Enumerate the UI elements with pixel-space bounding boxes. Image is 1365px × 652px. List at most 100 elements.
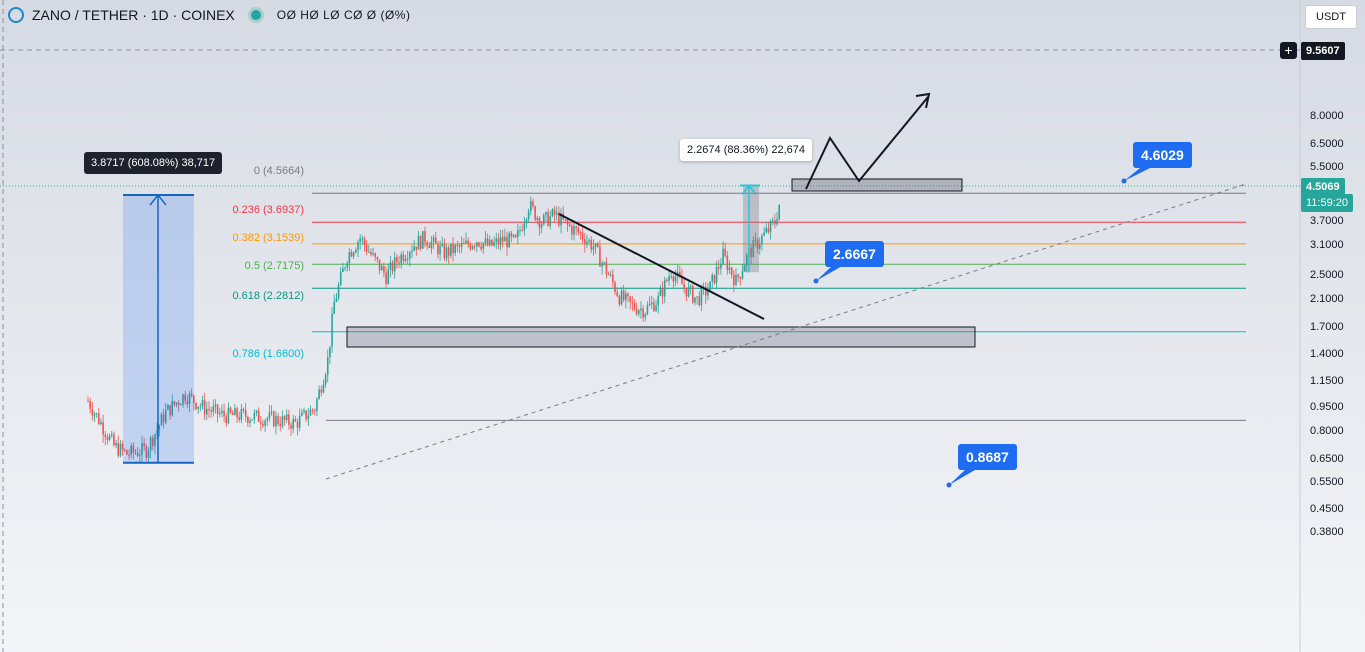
candle-body: [629, 296, 631, 302]
candle-body: [698, 296, 701, 306]
candle-body: [238, 417, 240, 420]
candle-body: [635, 309, 638, 315]
candle-body: [363, 238, 366, 245]
price-tick-label: 5.5000: [1310, 160, 1344, 173]
price-tick-label: 1.1500: [1310, 374, 1344, 387]
add-plus-icon[interactable]: +: [1280, 42, 1297, 59]
currency-button[interactable]: USDT: [1305, 5, 1357, 29]
candle-body: [355, 250, 357, 253]
candle-body: [130, 445, 132, 455]
candle-body: [348, 251, 351, 263]
candle-body: [285, 414, 288, 420]
candle-body: [288, 414, 290, 425]
candle-body: [357, 242, 359, 251]
candle-body: [426, 242, 428, 246]
candle-body: [653, 302, 655, 311]
candle-body: [458, 245, 461, 247]
candle-body: [242, 408, 245, 411]
candle-body: [579, 232, 582, 234]
candle-body: [445, 247, 448, 259]
candle-body: [316, 398, 318, 412]
callout-pointer: [1124, 168, 1150, 181]
candle-body: [631, 301, 634, 304]
candle-body: [350, 251, 353, 257]
candle-body: [406, 258, 409, 260]
price-tick-label: 0.5500: [1310, 475, 1344, 488]
measure-arrowhead-right: [741, 184, 757, 195]
candle-body: [478, 242, 480, 247]
candle-body: [346, 262, 348, 268]
candle-body: [644, 313, 647, 318]
candle-body: [542, 214, 545, 225]
candle-body: [679, 271, 681, 277]
callout-2-6667[interactable]: 2.6667: [825, 241, 884, 267]
candle-body: [633, 303, 636, 310]
candle-body: [411, 250, 413, 253]
candle-body: [728, 267, 731, 270]
candle-body: [743, 265, 746, 272]
candle-body: [380, 266, 383, 271]
candle-body: [750, 248, 752, 258]
candle-body: [432, 237, 435, 242]
candle-body: [577, 227, 580, 233]
candle-body: [722, 248, 724, 265]
market-status-icon: [250, 10, 261, 20]
candle-body: [314, 410, 316, 412]
candle-body: [681, 276, 683, 285]
candle-body: [439, 245, 441, 255]
fib-level-label-05: 0.5 (2.7175): [244, 260, 304, 272]
symbol-title[interactable]: ZANO / TETHER · 1D · COINEX: [32, 7, 235, 23]
candle-body: [218, 412, 221, 414]
candle-body: [264, 420, 266, 426]
candle-body: [566, 219, 569, 225]
candle-body: [260, 421, 262, 424]
candle-body: [359, 238, 361, 243]
candle-body: [452, 243, 454, 254]
candle-body: [480, 246, 482, 249]
candle-body: [318, 389, 320, 399]
projection-arrowhead: [915, 92, 931, 109]
candle-body: [501, 236, 504, 242]
candle-body: [134, 452, 137, 454]
candle-body: [253, 412, 256, 420]
candle-body: [149, 437, 152, 451]
ohlc-values: OØ HØ LØ CØ Ø (Ø%): [276, 8, 411, 22]
price-tick-label: 1.7000: [1310, 321, 1344, 334]
candle-body: [547, 212, 549, 226]
candle-body: [571, 225, 573, 235]
candle-body: [592, 246, 595, 250]
candle-body: [398, 262, 400, 264]
candle-body: [98, 413, 100, 425]
chart-header: ZANO / TETHER · 1D · COINEX OØ HØ LØ CØ …: [8, 7, 410, 23]
callout-0-8687[interactable]: 0.8687: [958, 444, 1017, 470]
candle-body: [517, 230, 519, 238]
candle-body: [441, 243, 444, 246]
candle-body: [685, 287, 688, 297]
candle-body: [100, 422, 102, 425]
candle-body: [614, 282, 616, 293]
candle-body: [575, 226, 577, 228]
candle-body: [778, 204, 780, 220]
candle-body: [437, 243, 439, 255]
candle-body: [119, 443, 122, 456]
candle-body: [761, 235, 763, 245]
candle-body: [514, 234, 517, 238]
candle-body: [193, 395, 195, 403]
candle-body: [763, 232, 765, 236]
candle-body: [655, 305, 657, 311]
candle-body: [171, 401, 174, 416]
candle-body: [175, 402, 178, 405]
candle-body: [331, 314, 333, 347]
candle-body: [415, 246, 418, 250]
callout-4-6029[interactable]: 4.6029: [1133, 142, 1192, 168]
candle-body: [372, 253, 374, 255]
candle-body: [387, 269, 390, 284]
candle-body: [530, 201, 532, 212]
fib-level-label-0618: 0.618 (2.2812): [232, 290, 304, 302]
candle-body: [164, 409, 167, 423]
candle-body: [234, 408, 236, 416]
candle-body: [741, 271, 744, 279]
candle-body: [212, 406, 215, 412]
candle-body: [419, 236, 422, 249]
